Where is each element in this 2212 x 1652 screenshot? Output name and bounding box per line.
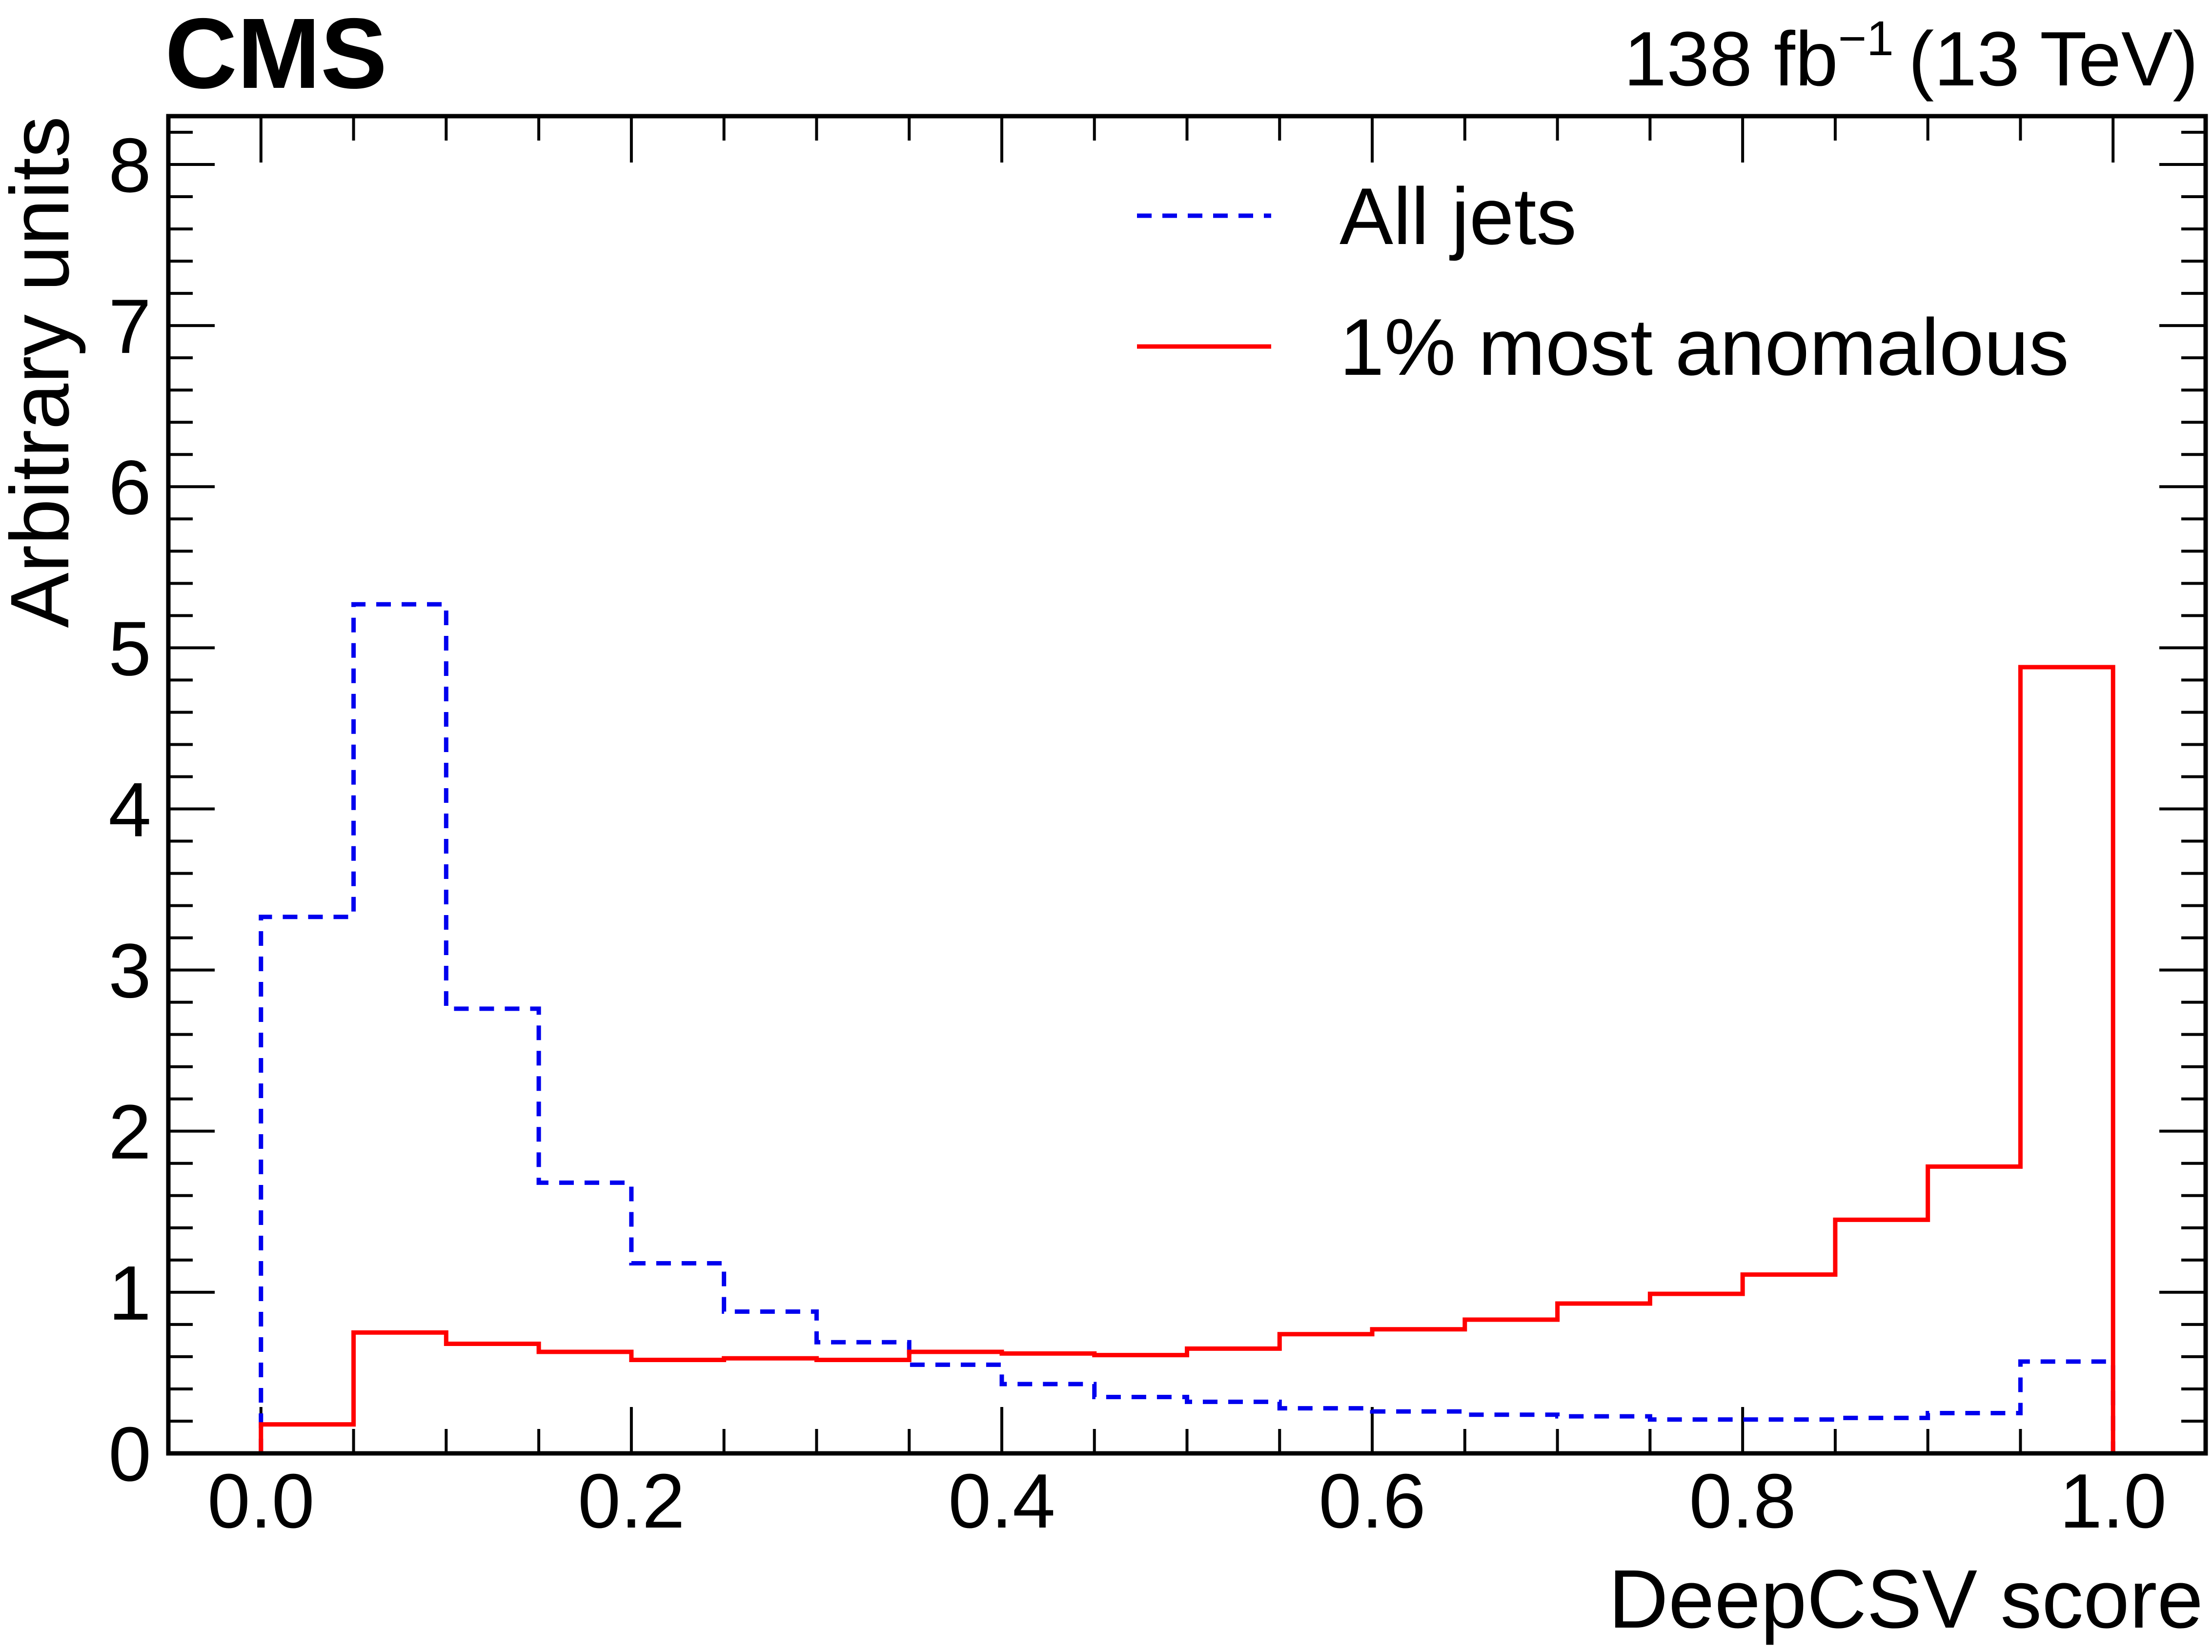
y-tick-label: 4	[108, 767, 151, 853]
y-tick-label: 7	[108, 284, 151, 369]
x-tick-label: 0.8	[1689, 1458, 1796, 1544]
y-tick-label: 3	[108, 928, 151, 1014]
y-tick-label: 0	[108, 1411, 151, 1497]
x-tick-label: 0.6	[1319, 1458, 1426, 1544]
x-tick-label: 1.0	[2059, 1458, 2167, 1544]
x-tick-label: 0.0	[207, 1458, 315, 1544]
series-line-all-jets	[259, 602, 2115, 1453]
y-tick-label: 5	[108, 606, 151, 692]
y-tick-label: 8	[108, 122, 151, 208]
histogram-series	[259, 602, 2115, 1453]
luminosity-value: 138 fb	[1623, 16, 1838, 102]
x-tick-label: 0.2	[578, 1458, 685, 1544]
tick-labels: 0.0 0.2 0.4 0.6 0.8 1.0 0 1 2 3 4 5 6 7 8	[108, 122, 2167, 1544]
series-line-most-anomalous	[259, 665, 2115, 1453]
energy-label: (13 TeV)	[1908, 16, 2198, 102]
y-tick-label: 1	[108, 1250, 151, 1336]
y-axis-title: Arbitrary units	[0, 116, 86, 628]
legend: All jets 1% most anomalous	[1137, 171, 2069, 392]
legend-label: All jets	[1339, 171, 1577, 261]
x-tick-label: 0.4	[948, 1458, 1055, 1544]
legend-label: 1% most anomalous	[1339, 302, 2069, 392]
plot-frame	[166, 114, 2208, 1456]
luminosity-exponent: −1	[1838, 11, 1894, 66]
experiment-label: CMS	[165, 0, 387, 109]
luminosity-label: 138 fb−1 (13 TeV)	[1623, 11, 2198, 102]
y-tick-label: 6	[108, 445, 151, 530]
x-axis-title: DeepCSV score	[1608, 1553, 2203, 1646]
y-tick-label: 2	[108, 1089, 151, 1175]
